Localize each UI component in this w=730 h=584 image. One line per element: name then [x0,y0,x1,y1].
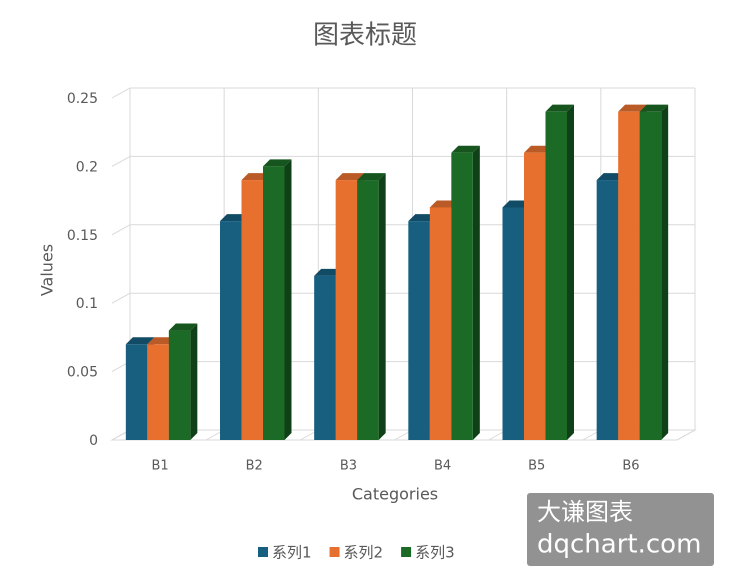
bar-top [263,159,292,167]
bar-top [408,214,437,222]
y-axis-title: Values [38,244,57,296]
bar [168,330,191,440]
bar [429,207,452,440]
bar [357,180,379,440]
x-tick-label: B5 [528,459,545,474]
chart-title: 图表标题 [313,21,417,51]
bar-top [125,337,155,345]
x-tick-label: B6 [622,459,639,474]
bar-top [147,337,176,345]
bar-top [357,173,386,181]
legend-swatch [329,547,340,557]
bar-top [168,323,198,331]
bar-side [284,159,292,440]
bar [314,275,336,440]
grid-line [111,292,131,304]
bar [125,344,148,440]
legend-swatch [401,547,412,557]
bar [263,166,285,440]
bar-top [220,214,249,222]
legend-label: 系列3 [415,544,455,562]
bar [147,344,169,440]
bar [545,111,567,441]
bar [335,180,358,440]
legend-label: 系列1 [272,544,312,562]
y-tick-label: 0.2 [76,159,98,175]
x-tick-label: B2 [246,459,263,474]
y-tick-label: 0.1 [76,296,98,312]
bar [220,221,242,440]
bar [241,180,263,440]
bar-top [314,268,343,276]
legend-label: 系列2 [344,544,384,562]
bar-3d [639,104,669,441]
bar-3d [263,159,292,440]
bar-top [502,200,531,208]
watermark-box [527,493,714,566]
grid-line [111,155,131,167]
bar [639,111,662,441]
bar [451,152,473,440]
grid-line [111,224,131,236]
bar [618,111,640,441]
x-axis-title: Categories [352,485,438,504]
legend-swatch [258,547,268,557]
y-tick-label: 0.15 [67,228,98,244]
x-tick-label: B4 [434,459,451,474]
bar-side [190,323,198,440]
y-tick-label: 0.25 [67,91,98,107]
bar-top [618,104,647,112]
bar-top [545,104,574,112]
bar-side [567,104,574,441]
bar-side [661,104,669,441]
bar [596,180,619,440]
floor-divider [676,429,696,441]
bar [524,152,546,440]
bar [502,207,524,440]
bar-top [596,173,626,181]
y-tick-label: 0 [89,433,98,449]
watermark-text: dqchart.com [537,530,701,560]
bar-top [639,104,669,112]
bar-side [472,145,480,440]
x-tick-label: B3 [340,459,357,474]
bar [408,221,430,440]
watermark-text: 大谦图表 [537,498,633,526]
bar-3d [451,145,480,440]
grid-line [111,87,131,99]
bar-top [335,173,365,181]
bar-top [241,173,270,181]
bar-side [378,173,386,440]
y-tick-label: 0.05 [67,365,98,381]
bar-3d [168,323,198,440]
bar-3d [545,104,574,441]
x-tick-label: B1 [151,459,168,474]
bar-top [429,200,459,208]
bar-top [524,145,553,153]
bar-top [451,145,480,153]
bar-3d [357,173,386,440]
